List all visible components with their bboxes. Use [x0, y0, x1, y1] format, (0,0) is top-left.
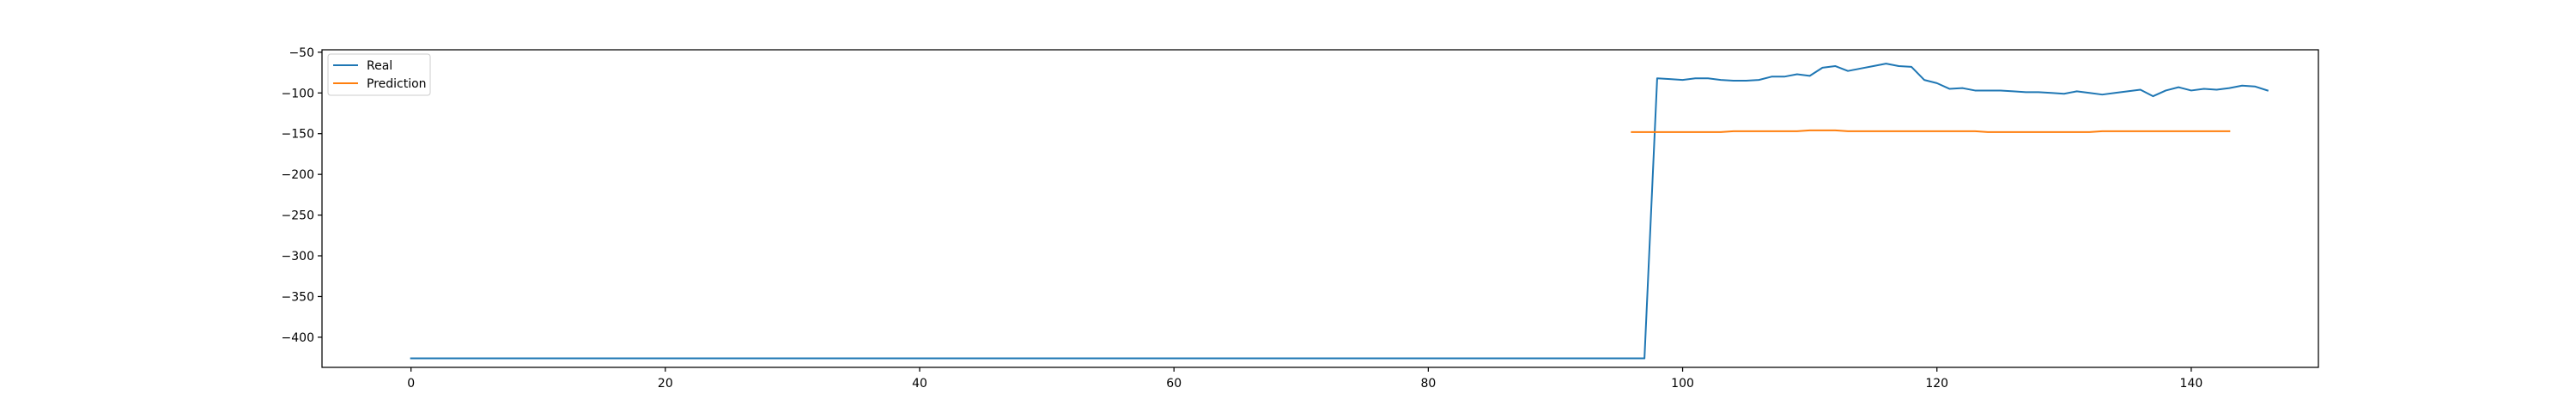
y-tick-label: −300	[282, 250, 314, 264]
series-line-prediction	[1631, 129, 2231, 133]
x-tick-label: 60	[1166, 377, 1182, 391]
x-tick-label: 140	[2180, 377, 2203, 391]
plot-area	[322, 50, 2318, 367]
x-tick-label: 0	[407, 377, 415, 391]
y-tick-label: −400	[282, 331, 314, 345]
x-axis: 0 20 40 60 80 100 120 140	[407, 367, 2202, 391]
y-tick-label: −250	[282, 209, 314, 223]
y-axis: −50 −100 −150 −200 −250 −300 −350 −400	[282, 46, 322, 345]
series-line-real	[410, 63, 2269, 360]
y-tick-label: −350	[282, 290, 314, 304]
y-tick-label: −150	[282, 128, 314, 142]
x-tick-label: 40	[912, 377, 927, 391]
x-tick-label: 80	[1420, 377, 1436, 391]
legend: Real Prediction	[327, 53, 431, 96]
legend-label-prediction: Prediction	[367, 77, 427, 91]
plot-frame	[321, 49, 2319, 368]
legend-label-real: Real	[367, 59, 392, 73]
y-tick-label: −200	[282, 168, 314, 182]
y-tick-label: −100	[282, 87, 314, 100]
y-tick-label: −50	[289, 46, 314, 60]
series-layer	[410, 63, 2269, 360]
x-tick-label: 100	[1671, 377, 1694, 391]
x-tick-label: 20	[658, 377, 673, 391]
x-tick-label: 120	[1925, 377, 1948, 391]
